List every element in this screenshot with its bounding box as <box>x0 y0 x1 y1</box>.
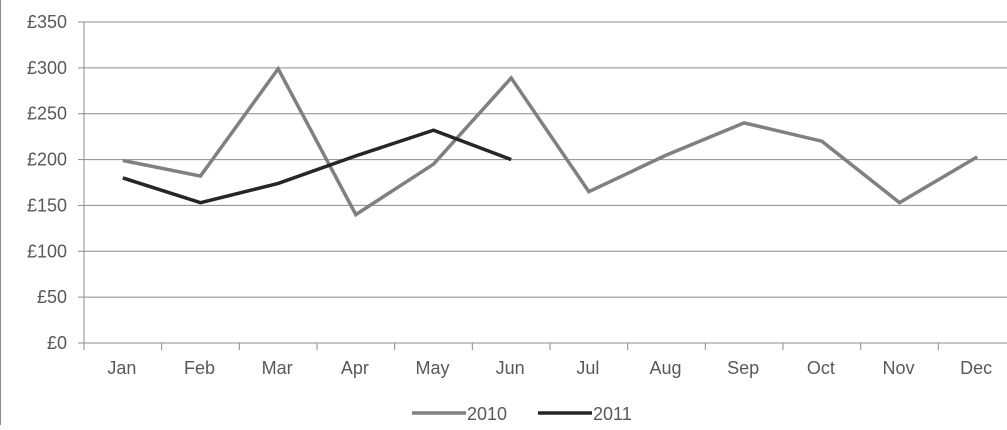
x-tick-label: Dec <box>960 358 992 378</box>
y-tick-label: £150 <box>27 195 67 215</box>
legend-label-2010: 2010 <box>467 404 507 424</box>
x-tick-labels: Jan Feb Mar Apr May Jun Jul Aug Sep Oct Nov Dec <box>107 358 992 378</box>
y-tick-label: £350 <box>27 12 67 32</box>
x-tick-label: Aug <box>649 358 681 378</box>
y-tick-labels: £0 £50 £100 £150 £200 £250 £300 £350 <box>27 12 67 353</box>
y-tick-label: £300 <box>27 58 67 78</box>
x-tick-label: Jan <box>107 358 136 378</box>
legend-label-2011: 2011 <box>593 404 632 424</box>
y-tick-label: £200 <box>27 150 67 170</box>
x-tick-label: Apr <box>341 358 369 378</box>
x-tick-label: May <box>415 358 449 378</box>
series-line-2010 <box>123 69 977 215</box>
x-tick-label: Nov <box>882 358 914 378</box>
x-tick-label: Jun <box>496 358 525 378</box>
y-tick-label: £50 <box>37 287 67 307</box>
axes <box>78 22 1007 350</box>
x-tick-label: Sep <box>727 358 759 378</box>
series-lines <box>123 69 978 215</box>
y-tick-label: £250 <box>27 104 67 124</box>
x-tick-label: Oct <box>807 358 835 378</box>
x-tick-label: Feb <box>184 358 215 378</box>
y-tick-label: £100 <box>27 241 67 261</box>
x-tick-label: Mar <box>262 358 293 378</box>
gridlines <box>84 22 1007 297</box>
y-tick-label: £0 <box>47 333 67 353</box>
legend: 2010 2011 <box>412 404 632 424</box>
x-tick-label: Jul <box>576 358 599 378</box>
